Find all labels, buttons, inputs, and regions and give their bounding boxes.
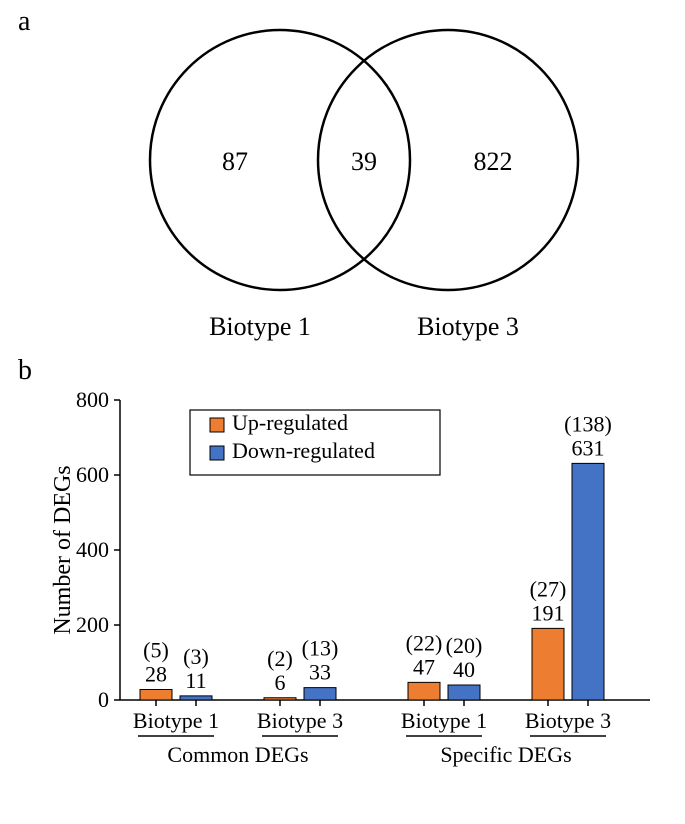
bar: [180, 696, 212, 700]
bar-value-label: 191: [532, 600, 565, 625]
bar-paren-label: (20): [446, 633, 483, 658]
bar-value-label: 40: [453, 657, 475, 682]
bar-value-label: 11: [185, 668, 206, 693]
bar-paren-label: (13): [302, 636, 339, 661]
bar-paren-label: (22): [406, 630, 443, 655]
bar-paren-label: (27): [530, 576, 567, 601]
legend-label: Down-regulated: [232, 438, 375, 463]
y-axis-title: Number of DEGs: [50, 465, 76, 634]
bar-paren-label: (2): [267, 646, 293, 671]
bar-value-label: 6: [275, 670, 286, 695]
panel-label-b: b: [18, 355, 32, 387]
figure: a 87 39 822 Biotype 1 Biotype 3 b 0 200 400 600…: [0, 0, 685, 824]
venn-left-count: 87: [222, 147, 248, 176]
venn-svg: 87 39 822 Biotype 1 Biotype 3: [90, 15, 626, 370]
venn-right-count: 822: [474, 147, 513, 176]
bar-paren-label: (3): [183, 644, 209, 669]
bar-svg: 0200400600800Number of DEGs28(5)11(3)6(2…: [50, 375, 665, 815]
subgroup-label: Biotype 1: [401, 708, 487, 733]
legend-swatch: [210, 418, 224, 432]
bar-value-label: 47: [413, 654, 435, 679]
panel-label-a: a: [18, 6, 30, 38]
bar: [572, 463, 604, 700]
subgroup-label: Biotype 3: [525, 708, 611, 733]
group-label: Specific DEGs: [440, 742, 571, 767]
bar-value-label: 631: [572, 435, 605, 460]
venn-diagram: 87 39 822 Biotype 1 Biotype 3: [90, 15, 626, 370]
bar: [408, 682, 440, 700]
subgroup-label: Biotype 1: [133, 708, 219, 733]
bar-paren-label: (138): [564, 411, 612, 436]
venn-right-label: Biotype 3: [417, 312, 519, 341]
legend-swatch: [210, 446, 224, 460]
y-tick-label: 0: [98, 687, 109, 712]
subgroup-label: Biotype 3: [257, 708, 343, 733]
bar: [264, 698, 296, 700]
y-tick-label: 600: [76, 462, 109, 487]
bar-value-label: 28: [145, 662, 167, 687]
bar: [448, 685, 480, 700]
y-tick-label: 800: [76, 387, 109, 412]
y-tick-label: 400: [76, 537, 109, 562]
group-label: Common DEGs: [167, 742, 308, 767]
bar-chart: 0200400600800Number of DEGs28(5)11(3)6(2…: [50, 375, 665, 815]
bar-value-label: 33: [309, 660, 331, 685]
bar: [140, 690, 172, 701]
venn-intersection-count: 39: [351, 147, 377, 176]
bar: [532, 628, 564, 700]
bar-paren-label: (5): [143, 638, 169, 663]
bar: [304, 688, 336, 700]
y-tick-label: 200: [76, 612, 109, 637]
legend-label: Up-regulated: [232, 410, 348, 435]
venn-left-label: Biotype 1: [209, 312, 311, 341]
